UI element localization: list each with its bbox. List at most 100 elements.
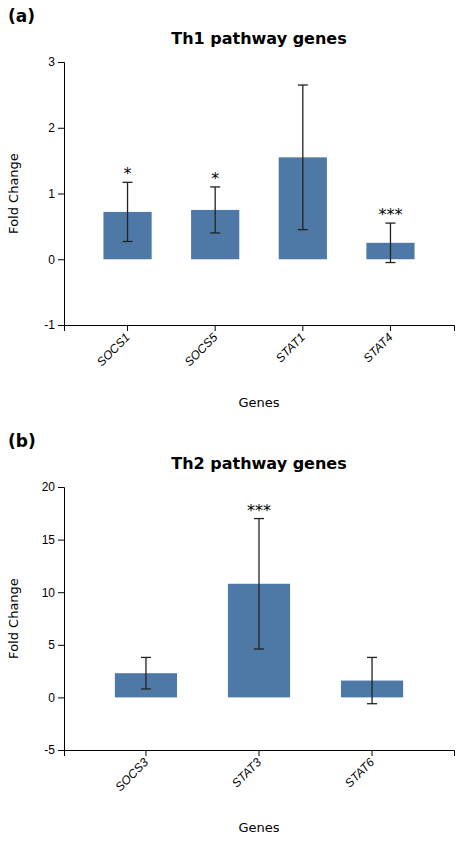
error-bar-cap [385, 262, 395, 263]
y-tick-label: -5 [44, 743, 55, 757]
error-bar-cap [298, 84, 308, 85]
panel-label: (a) [8, 6, 35, 26]
y-tick-mark [58, 540, 64, 541]
x-tick-mark [127, 325, 128, 331]
y-tick-mark [58, 128, 64, 129]
y-tick-mark [58, 194, 64, 195]
significance-label: * [124, 164, 132, 183]
y-axis: -5 0 5 10 15 20 [42, 480, 65, 757]
x-tick: STAT6 [342, 750, 377, 790]
y-axis-line [58, 488, 65, 751]
y-tick-mark [58, 325, 64, 326]
error-bar [210, 187, 220, 233]
x-tick-mark [302, 325, 303, 331]
title: Th2 pathway genes [171, 454, 346, 473]
error-bar-cap [254, 648, 264, 649]
x-tick-label: STAT4 [361, 330, 396, 365]
x-tick: STAT3 [229, 750, 264, 790]
x-tick: STAT4 [361, 325, 396, 365]
x-tick-mark [215, 325, 216, 331]
y-tick: 10 [42, 586, 64, 600]
y-tick: 15 [42, 533, 64, 547]
panel: (a)Th1 pathway genes*****-10123SOCS1SOCS… [6, 6, 455, 410]
error-bar [385, 223, 395, 262]
panel-label: (b) [8, 431, 36, 451]
significance-label: *** [378, 205, 402, 224]
error-bar-cap [210, 232, 220, 233]
x-axis: SOCS1 SOCS5 STAT1 STAT4 [65, 325, 455, 369]
x-tick: SOCS1 [94, 325, 133, 369]
error-bar-stem [127, 182, 128, 241]
y-tick-mark [58, 592, 64, 593]
y-tick-mark [58, 750, 64, 751]
x-tick-mark [372, 750, 373, 756]
y-tick-label: 3 [48, 55, 55, 69]
y-tick-label: 5 [48, 638, 55, 652]
y-axis-title: Fold Change [6, 153, 21, 234]
error-bar-stem [302, 85, 303, 230]
error-bar-cap [367, 703, 377, 704]
y-tick-mark [58, 697, 64, 698]
plot: Th1 pathway genes*****-10123SOCS1SOCS5ST… [6, 29, 455, 410]
y-axis: -1 0 1 2 3 [44, 55, 64, 332]
y-tick: 5 [48, 638, 64, 652]
x-tick: SOCS3 [112, 750, 151, 794]
figure: (a)Th1 pathway genes*****-10123SOCS1SOCS… [0, 0, 474, 850]
error-bar-stem [371, 657, 372, 703]
y-tick-mark [58, 259, 64, 260]
error-bar-stem [258, 519, 259, 649]
x-axis-title: Genes [238, 395, 279, 410]
significance-label: * [211, 169, 219, 188]
error-bar-stem [215, 187, 216, 233]
y-tick-label: 2 [48, 121, 55, 135]
y-tick-label: 0 [48, 253, 55, 267]
plot: Th2 pathway genes *** -5 0 5 10 15 20 SOCS3 STAT3… [6, 454, 455, 835]
error-bar [123, 182, 133, 241]
y-tick: 1 [48, 187, 64, 201]
x-tick-label: STAT1 [273, 330, 308, 365]
y-axis-line [58, 63, 65, 326]
error-bar [254, 519, 264, 649]
y-tick-label: 0 [48, 691, 55, 705]
x-tick: SOCS5 [182, 325, 221, 369]
y-tick-label: 10 [42, 586, 56, 600]
y-tick-label: 1 [48, 187, 55, 201]
x-tick-mark [390, 325, 391, 331]
y-tick: 20 [42, 480, 64, 494]
x-tick: STAT1 [273, 325, 308, 365]
x-tick-mark [145, 750, 146, 756]
y-tick: -1 [44, 318, 64, 332]
y-tick-mark [58, 62, 64, 63]
x-tick-label: STAT6 [342, 755, 377, 790]
x-tick-label: STAT3 [229, 755, 264, 790]
x-tick-label: SOCS3 [112, 755, 151, 794]
y-tick: 2 [48, 121, 64, 135]
error-bar-cap [367, 657, 377, 658]
x-axis-line [65, 326, 455, 332]
error-bar-stem [145, 657, 146, 689]
x-tick-mark [259, 750, 260, 756]
x-tick-label: SOCS5 [182, 330, 221, 369]
y-tick-mark [58, 487, 64, 488]
marks [103, 85, 414, 263]
error-bar-cap [141, 657, 151, 658]
title: Th1 pathway genes [171, 29, 346, 48]
error-bar [298, 85, 308, 230]
error-bar-cap [298, 229, 308, 230]
panel: (b) Th2 pathway genes *** -5 0 5 10 15 20 SOCS3 ST… [6, 431, 455, 835]
x-axis-title: Genes [238, 820, 279, 835]
y-tick: 3 [48, 55, 64, 69]
y-tick-label: 15 [42, 533, 56, 547]
y-tick: 0 [48, 253, 64, 267]
error-bar [141, 657, 151, 689]
significance-label: *** [247, 501, 271, 520]
y-tick-label: -1 [44, 318, 55, 332]
error-bar-cap [123, 241, 133, 242]
y-tick: -5 [44, 743, 64, 757]
error-bar [367, 657, 377, 703]
y-tick-mark [58, 645, 64, 646]
marks [115, 519, 403, 704]
y-tick-label: 20 [42, 480, 56, 494]
error-bar-cap [141, 688, 151, 689]
x-axis: SOCS3 STAT3 STAT6 [65, 750, 455, 794]
